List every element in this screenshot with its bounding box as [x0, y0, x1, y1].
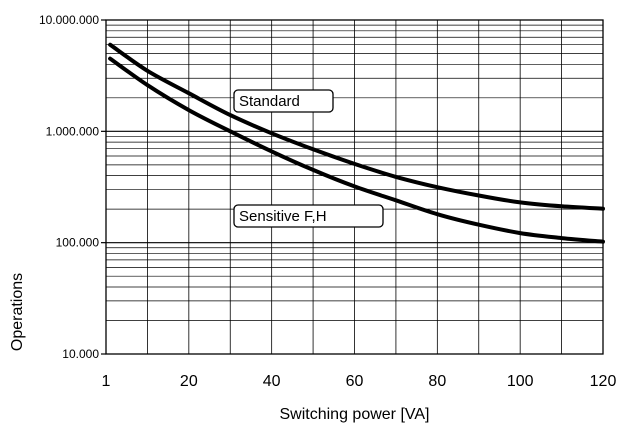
x-tick-label: 80 — [428, 373, 446, 390]
x-tick-label: 120 — [590, 373, 617, 390]
series-label-standard: Standard — [239, 93, 300, 110]
series-line-standard — [108, 42, 605, 211]
label-box-sensitive — [233, 204, 384, 228]
y-tick-label: 10.000 — [62, 347, 99, 361]
x-tick-label: 100 — [507, 373, 534, 390]
x-axis-label: Switching power [VA] — [280, 406, 430, 423]
curves — [108, 42, 605, 244]
x-tick-label: 20 — [180, 373, 198, 390]
series-line-sensitive — [108, 56, 605, 244]
x-tick-label: 40 — [263, 373, 281, 390]
plot-frame — [105, 19, 604, 355]
x-tick-label: 60 — [346, 373, 364, 390]
series-label-sensitive: Sensitive F,H — [239, 208, 327, 225]
y-tick-label: 100.000 — [56, 236, 100, 250]
label-box-standard — [233, 89, 334, 113]
y-tick-label: 1.000.000 — [46, 124, 100, 138]
grid — [106, 20, 603, 354]
curve-labels: Standard Sensitive F,H — [233, 89, 384, 228]
y-tick-label: 10.000.000 — [39, 13, 99, 27]
y-axis-label: Operations — [9, 273, 26, 351]
x-tick-label: 1 — [102, 373, 111, 390]
